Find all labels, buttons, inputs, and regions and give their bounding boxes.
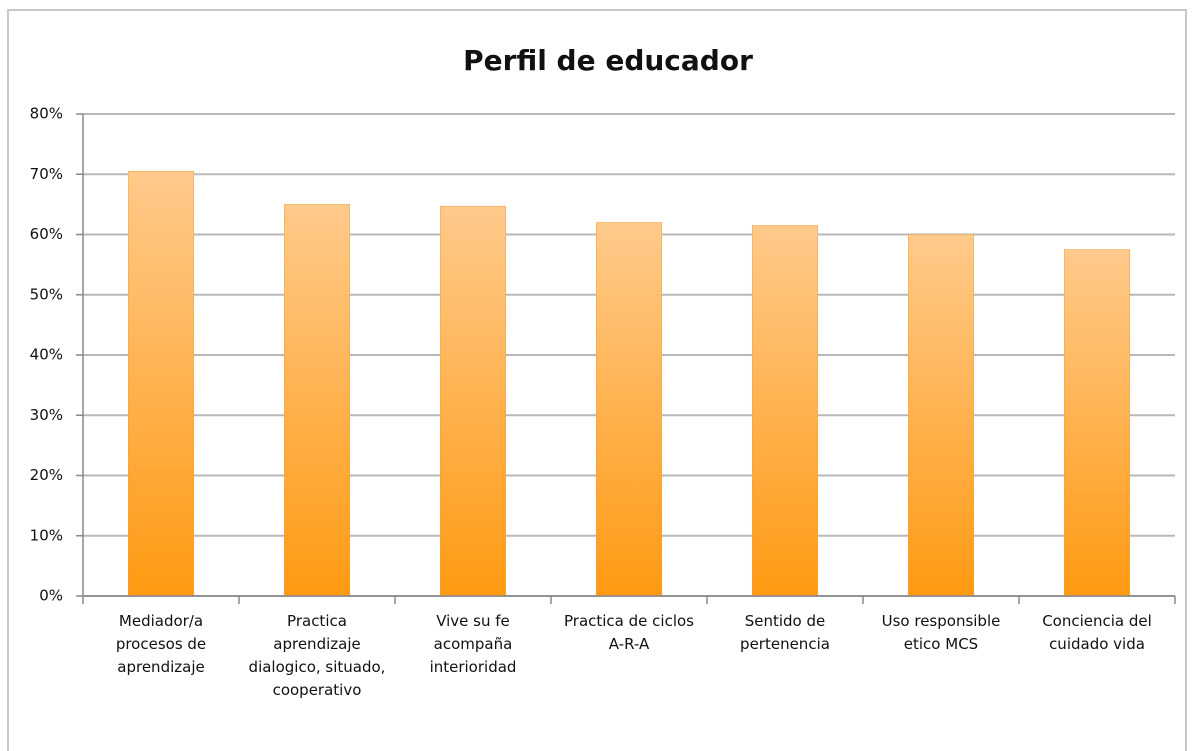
x-tick-label: Practica de ciclos A-R-A — [564, 612, 694, 653]
y-tick-label: 30% — [30, 406, 63, 424]
bar — [595, 222, 663, 597]
y-tick-label: 80% — [30, 105, 63, 123]
bar — [439, 205, 507, 597]
x-tick-label: Vive su fe acompaña interioridad — [429, 612, 517, 676]
x-tick-label: Uso responsible etico MCS — [881, 612, 1001, 653]
bar — [907, 234, 975, 597]
bar — [751, 225, 819, 597]
x-tick-label: Practica aprendizaje dialogico, situado,… — [248, 612, 386, 699]
y-tick-label: 40% — [30, 346, 63, 364]
chart-border — [7, 9, 1187, 751]
y-tick-label: 10% — [30, 526, 63, 544]
y-tick-label: 70% — [30, 165, 63, 183]
x-tick-label: Conciencia del cuidado vida — [1042, 612, 1152, 653]
y-tick-label: 60% — [30, 225, 63, 243]
chart-title: Perfil de educador — [463, 44, 753, 77]
y-tick-label: 0% — [39, 587, 63, 605]
x-tick-label: Mediador/a procesos de aprendizaje — [115, 612, 207, 676]
y-tick-label: 20% — [30, 466, 63, 484]
bar — [127, 170, 195, 597]
y-tick-label: 50% — [30, 285, 63, 303]
x-tick-label: Sentido de pertenencia — [740, 612, 830, 653]
bar — [283, 204, 351, 597]
bar — [1063, 249, 1131, 597]
